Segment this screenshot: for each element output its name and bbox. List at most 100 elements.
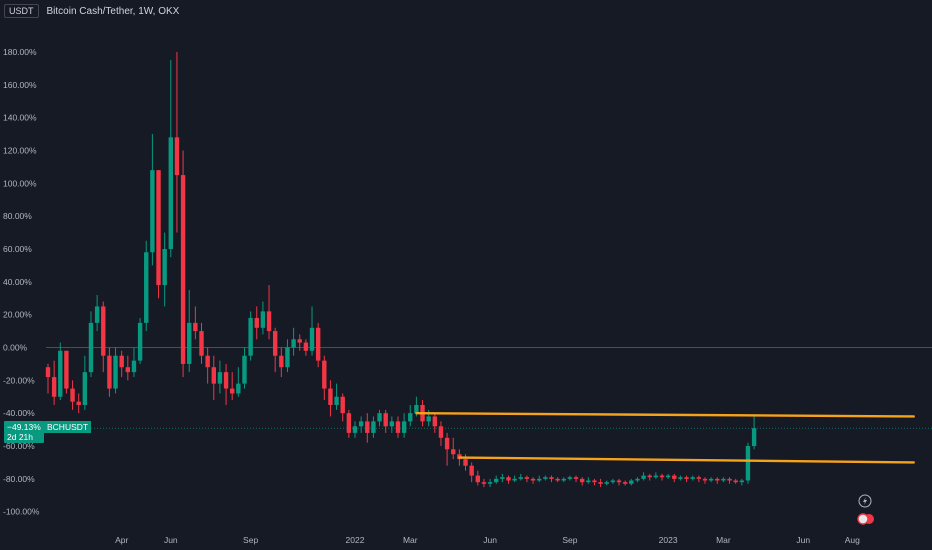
- candle-body: [463, 459, 468, 466]
- candle-body: [444, 437, 450, 450]
- candle-body: [187, 322, 192, 364]
- candle-body: [371, 421, 376, 433]
- candle-body: [524, 477, 530, 479]
- y-tick-label: -20.00%: [3, 375, 35, 385]
- candle-body: [334, 396, 339, 405]
- candle-body: [481, 482, 487, 484]
- candle-body: [586, 480, 591, 483]
- candle-body: [328, 388, 333, 405]
- candle-body: [82, 372, 88, 405]
- candle-body: [352, 426, 358, 433]
- candle-body: [340, 396, 345, 414]
- candle-body: [751, 428, 757, 447]
- candle-body: [733, 480, 738, 483]
- x-tick-label: Jun: [796, 535, 810, 545]
- candle-body: [101, 306, 106, 356]
- x-tick-label: Sep: [562, 535, 577, 545]
- candle-body: [131, 360, 137, 373]
- candle-body: [647, 475, 652, 478]
- candle-body: [702, 478, 708, 481]
- candle-body: [622, 482, 628, 484]
- candle-body: [604, 482, 609, 484]
- candle-body: [199, 331, 204, 356]
- candle-body: [88, 322, 94, 373]
- candle-body: [156, 170, 161, 286]
- candle-body: [389, 421, 395, 427]
- candle-body: [653, 475, 659, 478]
- candle-body: [518, 477, 523, 479]
- candle-body: [248, 317, 253, 356]
- candle-body: [684, 477, 689, 479]
- candle-body: [260, 311, 266, 328]
- candle-body: [727, 478, 732, 481]
- candle-body: [51, 377, 57, 397]
- candle-body: [303, 342, 309, 351]
- candle-body: [592, 480, 597, 483]
- candle-body: [395, 421, 401, 433]
- candle-body: [451, 449, 456, 455]
- candle-body: [150, 170, 155, 253]
- candle-body: [616, 480, 622, 483]
- bar-countdown: 2d 21h: [7, 432, 33, 443]
- quote-currency-box[interactable]: USDT: [4, 4, 39, 18]
- y-tick-label: -60.00%: [3, 441, 35, 451]
- candle-body: [315, 327, 321, 361]
- candle-body: [94, 306, 100, 323]
- candle-body: [512, 478, 517, 481]
- candle-body: [322, 360, 327, 389]
- candle-body: [119, 355, 124, 368]
- y-tick-label: -40.00%: [3, 408, 35, 418]
- candle-body: [678, 477, 683, 479]
- candle-body: [598, 482, 603, 484]
- y-tick-label: 160.00%: [3, 80, 37, 90]
- candle-body: [113, 355, 118, 389]
- candle-body: [672, 475, 677, 479]
- candle-body: [573, 477, 579, 479]
- us-flag-event-icon: [857, 513, 869, 525]
- candle-body: [383, 413, 388, 427]
- candle-body: [715, 478, 720, 481]
- candle-body: [217, 372, 223, 384]
- x-tick-label: Aug: [845, 535, 860, 545]
- candle-body: [236, 383, 241, 394]
- x-tick-label: 2023: [659, 535, 678, 545]
- candle-body: [555, 478, 560, 481]
- candle-body: [659, 475, 665, 478]
- lightning-icon: [858, 494, 872, 508]
- x-tick-label: Sep: [243, 535, 258, 545]
- candle-body: [438, 426, 444, 438]
- candle-body: [137, 322, 143, 361]
- candle-body: [543, 477, 548, 479]
- y-tick-label: 100.00%: [3, 178, 37, 188]
- candle-body: [76, 401, 81, 405]
- y-tick-label: 80.00%: [3, 211, 32, 221]
- x-tick-label: Jun: [164, 535, 178, 545]
- candle-body: [125, 367, 131, 373]
- candle-body: [708, 478, 714, 481]
- y-tick-label: 120.00%: [3, 145, 37, 155]
- candle-body: [696, 477, 702, 479]
- y-tick-label: 40.00%: [3, 277, 32, 287]
- candle-body: [162, 248, 167, 286]
- candle-body: [475, 475, 480, 483]
- candle-body: [426, 416, 431, 422]
- candle-body: [272, 331, 278, 356]
- x-tick-label: Mar: [403, 535, 418, 545]
- trendline: [415, 411, 915, 418]
- candle-body: [610, 480, 616, 483]
- lightning-icon-glyph: [863, 497, 867, 505]
- candle-body: [230, 388, 235, 394]
- candle-body: [414, 404, 419, 414]
- candle-body: [561, 478, 566, 481]
- candle-body: [739, 480, 745, 483]
- candle-body: [690, 477, 695, 479]
- candle-body: [494, 478, 499, 483]
- candle-body: [193, 322, 198, 332]
- candle-body: [530, 478, 536, 481]
- symbol-tag: BCHUSDT: [44, 421, 92, 434]
- candle-body: [745, 446, 751, 481]
- candle-body: [358, 421, 364, 427]
- candle-body: [174, 137, 180, 176]
- candle-body: [487, 482, 493, 484]
